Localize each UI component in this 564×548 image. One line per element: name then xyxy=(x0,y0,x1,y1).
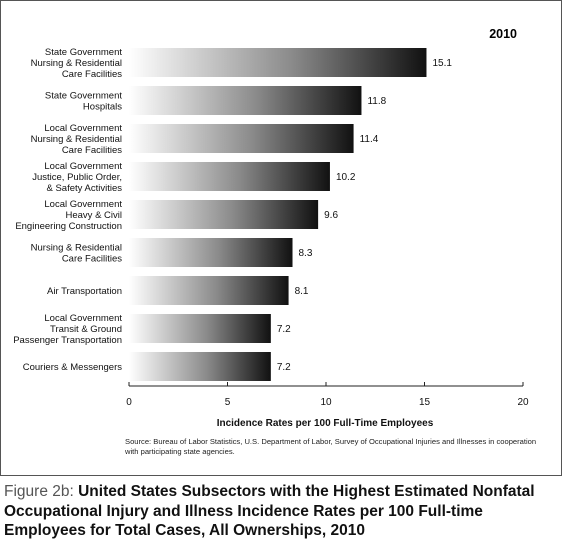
bar-value-label: 10.2 xyxy=(336,172,356,183)
bar xyxy=(129,276,289,305)
category-label: Nursing & Residential Care Facilities xyxy=(31,243,123,265)
category-label: Local Government Nursing & Residential Car… xyxy=(31,123,123,156)
chart-year-label: 2010 xyxy=(489,27,517,41)
x-tick-label: 15 xyxy=(419,397,431,408)
category-label: Couriers & Messengers xyxy=(23,362,123,373)
category-label: Air Transportation xyxy=(47,286,122,297)
x-axis: 0 5 10 15 20 xyxy=(126,382,529,408)
x-tick-label: 5 xyxy=(225,397,231,408)
x-tick-label: 20 xyxy=(517,397,529,408)
source-note: Source: Bureau of Labor Statistics, U.S.… xyxy=(125,437,537,456)
category-label: Local Government Justice, Public Order, & … xyxy=(32,161,122,194)
category-label: Local Government Heavy & Civil Engineering… xyxy=(15,199,122,232)
bar xyxy=(129,314,271,343)
category-label: Local Government Transit & Ground Passenge… xyxy=(13,313,122,346)
bar-value-label: 7.2 xyxy=(277,324,291,335)
bar-value-label: 15.1 xyxy=(432,58,452,69)
bar-value-label: 8.1 xyxy=(295,286,309,297)
category-label: State Government Nursing & Residential Car… xyxy=(31,47,123,80)
bar xyxy=(129,48,427,77)
bar xyxy=(129,86,362,115)
x-axis-title: Incidence Rates per 100 Full-Time Employ… xyxy=(217,418,434,429)
bars-layer: 15.1 State Government Nursing & Residentia… xyxy=(13,47,452,381)
bar-value-label: 11.8 xyxy=(367,96,386,107)
bar xyxy=(129,238,293,267)
figure-caption: Figure 2b: United States Subsectors with… xyxy=(4,482,560,541)
bar xyxy=(129,352,271,381)
x-tick-label: 0 xyxy=(126,397,132,408)
bar-value-label: 7.2 xyxy=(277,362,291,373)
caption-prefix: Figure 2b: xyxy=(4,483,74,500)
bar xyxy=(129,124,354,153)
bar xyxy=(129,162,330,191)
category-label: State Government Hospitals xyxy=(45,91,122,113)
caption-title: United States Subsectors with the Highes… xyxy=(4,483,535,539)
x-tick-label: 10 xyxy=(320,397,332,408)
bar-value-label: 11.4 xyxy=(360,134,379,145)
figure-frame: 2010 15.1 State Government Nursing & Resid… xyxy=(0,0,562,476)
bar xyxy=(129,200,319,229)
bar-value-label: 9.6 xyxy=(324,210,338,221)
bar-value-label: 8.3 xyxy=(299,248,313,259)
